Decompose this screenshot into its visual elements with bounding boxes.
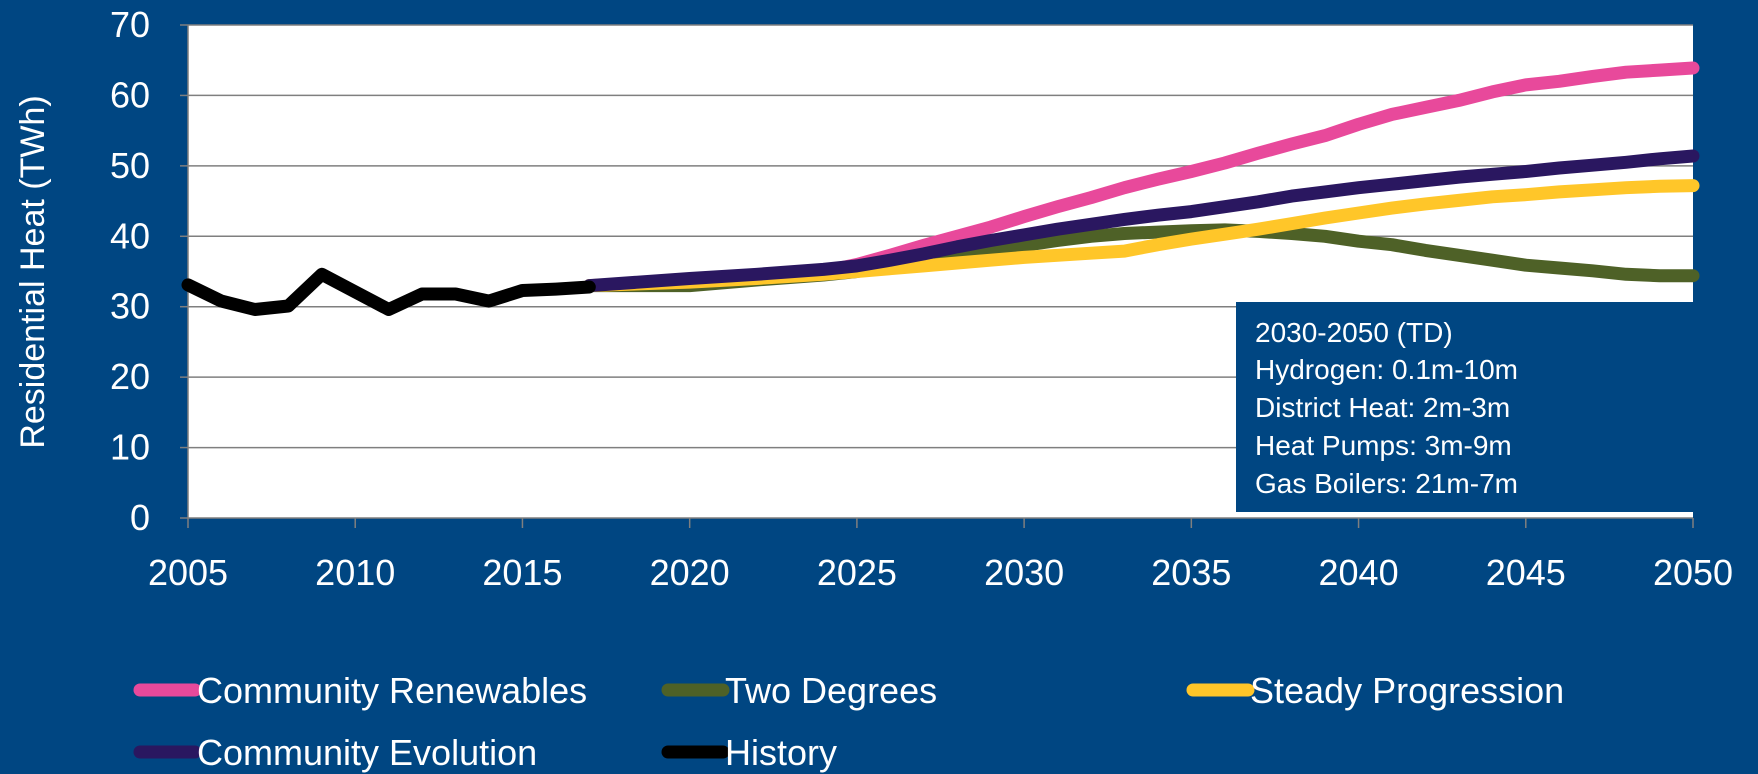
legend-label: History [725,732,837,773]
annotation-line: 2030-2050 (TD) [1255,317,1453,348]
y-tick-label: 50 [110,145,150,186]
gridlines [188,24,1693,449]
series-layer [181,61,1700,316]
series-line [181,267,596,316]
annotation-line: Gas Boilers: 21m-7m [1255,468,1518,499]
y-tick-label: 20 [110,356,150,397]
x-tick-label: 2030 [984,552,1064,593]
legend-label: Community Renewables [197,670,587,711]
series-line [582,179,1700,293]
y-axis-title: Residential Heat (TWh) [14,95,52,448]
x-tick-label: 2010 [315,552,395,593]
x-tick-label: 2005 [148,552,228,593]
x-tick-label: 2025 [817,552,897,593]
y-tick-label: 70 [110,4,150,45]
legend-label: Community Evolution [197,732,537,773]
annotation-box: 2030-2050 (TD) Hydrogen: 0.1m-10m Distri… [1236,302,1707,512]
x-tick-label: 2035 [1151,552,1231,593]
x-tick-label: 2020 [650,552,730,593]
x-tick-label: 2045 [1486,552,1566,593]
annotation-line: Hydrogen: 0.1m-10m [1255,354,1518,385]
legend-label: Steady Progression [1250,670,1564,711]
y-tick-label: 10 [110,427,150,468]
legend: Community Renewables Two Degrees Steady Pr… [133,670,1564,773]
y-tick-label: 30 [110,286,150,327]
x-tick-label: 2050 [1653,552,1733,593]
y-tick-label: 40 [110,215,150,256]
series-line [582,149,1700,293]
annotation-line: Heat Pumps: 3m-9m [1255,430,1512,461]
x-tick-label: 2040 [1319,552,1399,593]
y-tick-label: 0 [130,497,150,538]
x-tick-label: 2015 [482,552,562,593]
y-tick-label: 60 [110,74,150,115]
legend-label: Two Degrees [725,670,937,711]
annotation-background [1236,302,1707,512]
annotation-line: District Heat: 2m-3m [1255,392,1510,423]
